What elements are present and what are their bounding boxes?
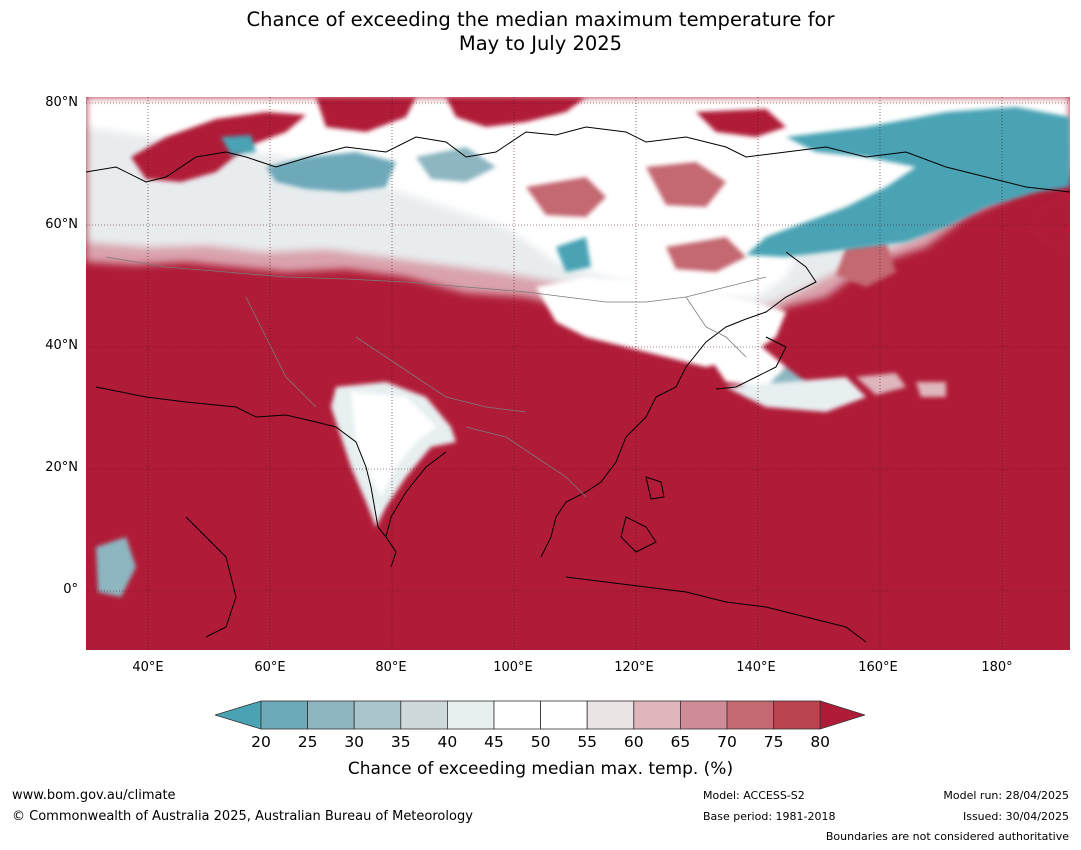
colorbar-tick-55: 55 [577, 733, 598, 751]
lon-label-60e: 60°E [254, 660, 286, 675]
model-run-date: Model run: 28/04/2025 [943, 789, 1069, 802]
colorbar-bin-70-75 [726, 700, 774, 730]
colorbar [215, 700, 865, 730]
lat-label-40n: 40°N [45, 338, 78, 353]
colorbar-low-extension [215, 700, 262, 730]
lat-label-0: 0° [63, 582, 78, 597]
colorbar-high-extension [819, 700, 865, 730]
lat-label-80n: 80°N [45, 95, 78, 110]
country-borders [105, 256, 767, 498]
colorbar-tick-70: 70 [717, 733, 737, 751]
lon-label-80e: 80°E [375, 660, 407, 675]
colorbar-bin-20-25 [260, 700, 308, 730]
website-link[interactable]: www.bom.gov.au/climate [12, 788, 176, 803]
lon-label-120e: 120°E [614, 660, 654, 675]
colorbar-bin-30-35 [353, 700, 402, 730]
colorbar-tick-40: 40 [437, 733, 458, 751]
model-name: Model: ACCESS-S2 [703, 789, 805, 802]
base-period: Base period: 1981-2018 [703, 810, 836, 823]
lat-label-20n: 20°N [45, 460, 78, 475]
colorbar-bin-45-50 [493, 700, 541, 730]
graticule [86, 97, 1070, 650]
colorbar-bin-35-40 [400, 700, 448, 730]
east-asia-probability-patch [536, 277, 946, 412]
india-probability-patch [331, 382, 456, 527]
colorbar-tick-60: 60 [623, 733, 644, 751]
boundaries-disclaimer: Boundaries are not considered authoritat… [825, 830, 1069, 843]
colorbar-bin-55-60 [586, 700, 635, 730]
colorbar-bin-60-65 [633, 700, 681, 730]
colorbar-tick-50: 50 [530, 733, 551, 751]
colorbar-bin-25-30 [307, 700, 355, 730]
title-line-1: Chance of exceeding the median maximum t… [246, 8, 835, 31]
lon-label-160e: 160°E [858, 660, 898, 675]
map-title: Chance of exceeding the median maximum t… [0, 8, 1081, 56]
title-line-2: May to July 2025 [458, 32, 623, 55]
northern-red-patches [131, 97, 1070, 257]
colorbar-bin-40-45 [446, 700, 495, 730]
lat-label-60n: 60°N [45, 217, 78, 232]
lon-label-180: 180° [981, 660, 1013, 675]
copyright-text: © Commonwealth of Australia 2025, Austra… [12, 809, 473, 824]
colorbar-bin-65-70 [679, 700, 728, 730]
colorbar-tick-35: 35 [390, 733, 411, 751]
teal-patches [96, 107, 1070, 597]
lon-label-100e: 100°E [493, 660, 533, 675]
lon-label-140e: 140°E [736, 660, 776, 675]
issued-date: Issued: 30/04/2025 [962, 810, 1069, 823]
colorbar-label: Chance of exceeding median max. temp. (%… [347, 759, 734, 779]
northern-pink-patches [526, 162, 896, 287]
colorbar-bin-50-55 [540, 700, 588, 730]
colorbar-tick-25: 25 [297, 733, 318, 751]
forecast-map [86, 97, 1070, 650]
colorbar-tick-45: 45 [484, 733, 504, 751]
colorbar-tick-65: 65 [670, 733, 691, 751]
lon-label-40e: 40°E [132, 660, 164, 675]
colorbar-tick-20: 20 [251, 733, 271, 751]
colorbar-tick-80: 80 [810, 733, 831, 751]
coastlines [86, 126, 1070, 643]
colorbar-tick-75: 75 [763, 733, 784, 751]
colorbar-tick-30: 30 [344, 733, 365, 751]
colorbar-bin-75-80 [773, 700, 821, 730]
